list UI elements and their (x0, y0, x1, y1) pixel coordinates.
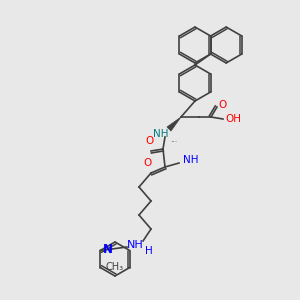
Text: O: O (218, 100, 226, 110)
Text: NH: NH (183, 155, 199, 165)
Text: O: O (145, 136, 153, 146)
Text: O: O (144, 158, 152, 168)
Polygon shape (167, 117, 181, 131)
Text: ...: ... (170, 134, 178, 143)
Text: CH₃: CH₃ (106, 262, 124, 272)
Text: N: N (103, 243, 113, 256)
Text: H: H (145, 246, 153, 256)
Text: NH: NH (127, 240, 143, 250)
Text: NH: NH (153, 129, 169, 139)
Text: OH: OH (225, 114, 241, 124)
